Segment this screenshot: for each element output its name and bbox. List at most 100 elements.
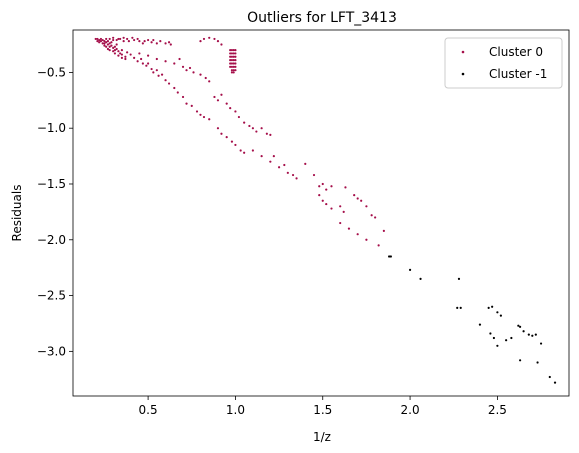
data-point-series-0-51 [137,38,139,40]
data-point-series-1-13 [493,337,495,339]
y-tick-label: −1.5 [37,177,66,191]
y-tick-label: −1.0 [37,121,66,135]
data-point-series-0-94 [191,105,193,107]
data-point-series-1-19 [522,330,524,332]
data-point-series-0-158 [278,166,280,168]
data-point-series-1-7 [479,323,481,325]
data-point-series-1-22 [535,334,537,336]
data-point-series-0-149 [234,66,236,68]
data-point-series-1-27 [554,382,556,384]
data-point-series-0-60 [164,42,166,44]
data-point-series-0-174 [339,205,341,207]
data-point-series-0-99 [213,96,215,98]
data-point-series-0-187 [383,230,385,232]
data-point-series-0-184 [348,228,350,230]
data-point-series-0-188 [378,244,380,246]
data-point-series-0-66 [140,58,142,60]
data-point-series-1-14 [496,345,498,347]
data-point-series-0-169 [330,185,332,187]
data-point-series-0-70 [150,68,152,70]
data-point-series-0-186 [365,239,367,241]
data-point-series-0-163 [292,174,294,176]
data-point-series-0-52 [138,40,140,42]
data-point-series-0-177 [353,194,355,196]
data-point-series-0-117 [234,144,236,146]
data-point-series-0-145 [234,62,236,64]
data-point-series-1-10 [496,311,498,313]
data-point-series-0-81 [156,58,158,60]
data-point-series-0-61 [168,41,170,43]
data-point-series-1-16 [510,337,512,339]
data-point-series-0-78 [177,91,179,93]
data-point-series-0-50 [133,39,135,41]
data-point-series-0-83 [173,62,175,64]
data-point-series-0-125 [220,43,222,45]
data-point-series-0-90 [205,77,207,79]
data-point-series-0-47 [126,38,128,40]
data-point-series-0-55 [147,39,149,41]
data-point-series-1-9 [491,306,493,308]
data-point-series-0-69 [147,62,149,64]
data-point-series-0-22 [117,50,119,52]
data-point-series-0-87 [189,67,191,69]
data-point-series-0-102 [226,103,228,105]
data-point-series-0-171 [322,200,324,202]
x-tick-label: 1.0 [226,403,245,417]
data-point-series-0-118 [240,149,242,151]
data-point-series-0-59 [159,40,161,42]
data-point-series-0-97 [203,116,205,118]
x-axis-label: 1/z [313,430,331,444]
data-point-series-0-31 [98,41,100,43]
y-axis-label: Residuals [10,185,24,242]
data-point-series-0-96 [199,114,201,116]
x-axis: 0.5 1.0 1.5 2.0 2.5 [139,396,507,417]
data-point-series-0-42 [109,38,111,40]
data-point-series-0-9 [105,38,107,40]
data-point-series-0-180 [365,205,367,207]
data-point-series-0-89 [199,74,201,76]
data-point-series-0-82 [164,60,166,62]
data-point-series-0-173 [330,207,332,209]
legend-marker-cluster-0 [462,51,465,54]
data-point-series-0-95 [196,110,198,112]
data-point-series-0-17 [112,39,114,41]
data-point-series-0-116 [231,140,233,142]
data-point-series-1-5 [460,307,462,309]
data-point-series-0-98 [208,118,210,120]
data-point-series-0-71 [152,71,154,73]
data-point-series-1-3 [419,278,421,280]
data-point-series-0-115 [226,136,228,138]
data-point-series-0-122 [208,37,210,39]
x-tick-label: 2.5 [488,403,507,417]
x-tick-label: 0.5 [139,403,158,417]
chart-title: Outliers for LFT_3413 [247,10,397,26]
data-point-series-0-112 [269,134,271,136]
data-point-series-1-8 [488,307,490,309]
data-point-series-0-92 [182,96,184,98]
data-point-series-0-119 [243,152,245,154]
data-point-series-0-108 [252,127,254,129]
data-point-series-0-172 [325,203,327,205]
data-point-series-1-4 [456,307,458,309]
x-tick-label: 2.0 [401,403,420,417]
y-tick-label: −2.0 [37,233,66,247]
data-point-series-0-175 [343,211,345,213]
data-point-series-0-39 [117,55,119,57]
legend-label-cluster-1: Cluster -1 [489,67,547,81]
data-point-series-0-18 [114,46,116,48]
data-point-series-0-20 [116,48,118,50]
data-point-series-0-43 [112,37,114,39]
data-point-series-0-75 [164,79,166,81]
data-point-series-0-56 [150,41,152,43]
data-point-series-0-34 [105,46,107,48]
data-point-series-0-161 [273,155,275,157]
data-point-series-0-45 [119,38,121,40]
data-point-series-0-109 [255,130,257,132]
data-point-series-0-74 [161,74,163,76]
data-point-series-1-26 [549,376,551,378]
data-point-series-0-76 [168,82,170,84]
x-tick-label: 1.5 [313,403,332,417]
data-point-series-0-185 [357,233,359,235]
data-point-series-0-162 [283,164,285,166]
